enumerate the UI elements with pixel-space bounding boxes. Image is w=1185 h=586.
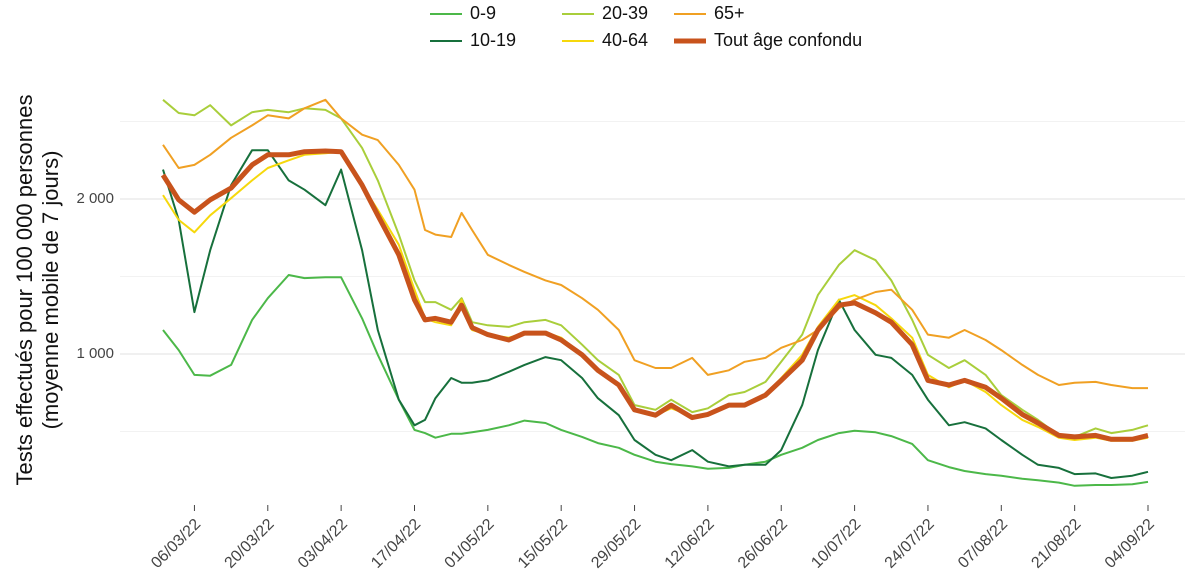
x-tick-label: 04/09/22 xyxy=(1102,516,1158,572)
legend-label: 65+ xyxy=(714,3,745,23)
y-axis-title-line: (moyenne mobile de 7 jours) xyxy=(38,151,63,430)
legend-label: 20-39 xyxy=(602,3,648,23)
x-tick-label: 15/05/22 xyxy=(515,516,571,572)
y-tick-label: 2 000 xyxy=(76,190,114,207)
x-tick-label: 24/07/22 xyxy=(882,516,938,572)
y-axis-title-line: Tests effectués pour 100 000 personnes xyxy=(12,95,37,486)
x-tick-label: 03/04/22 xyxy=(295,516,351,572)
legend-label: Tout âge confondu xyxy=(714,30,862,50)
series-line xyxy=(160,148,1149,442)
legend-label: 10-19 xyxy=(470,30,516,50)
x-tick-label: 07/08/22 xyxy=(955,516,1011,572)
y-tick-label: 1 000 xyxy=(76,345,114,362)
series-line xyxy=(162,98,1148,390)
x-tick-label: 17/04/22 xyxy=(368,516,424,572)
x-tick-label: 01/05/22 xyxy=(442,516,498,572)
x-tick-label: 29/05/22 xyxy=(588,516,644,572)
series-line xyxy=(162,99,1149,438)
x-tick-label: 12/06/22 xyxy=(662,516,718,572)
series-line xyxy=(162,274,1149,487)
x-tick-label: 06/03/22 xyxy=(148,516,204,572)
y-axis-title: Tests effectués pour 100 000 personnes (… xyxy=(12,95,63,486)
legend-label: 0-9 xyxy=(470,3,496,23)
legend-label: 40-64 xyxy=(602,30,648,50)
x-tick-label: 26/06/22 xyxy=(735,516,791,572)
series-line xyxy=(162,149,1149,479)
x-tick-label: 10/07/22 xyxy=(808,516,864,572)
x-tick-label: 21/08/22 xyxy=(1028,516,1084,572)
x-tick-label: 20/03/22 xyxy=(222,516,278,572)
